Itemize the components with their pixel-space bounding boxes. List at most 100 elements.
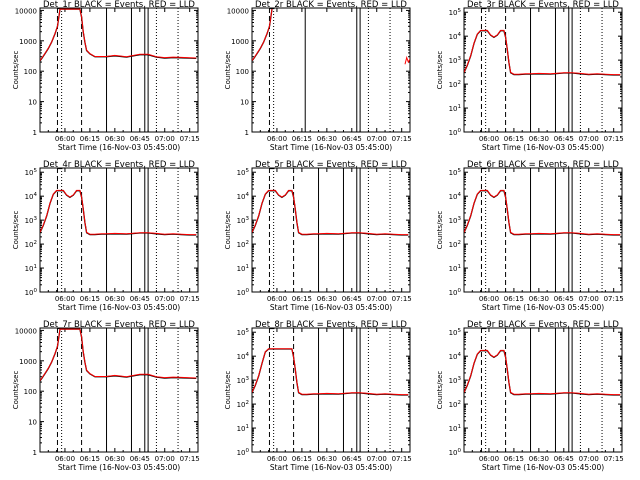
events-series-line: [252, 348, 409, 396]
x-tick-label: 06:45: [130, 135, 150, 143]
y-tick-label: 10: [240, 99, 249, 107]
y-tick-label: 1000: [19, 358, 37, 366]
x-tick-label: 06:00: [479, 455, 499, 463]
y-tick-label: 104: [449, 352, 462, 361]
y-tick-label: 103: [237, 216, 250, 225]
x-tick-label: 07:00: [155, 135, 175, 143]
y-tick-label: 102: [449, 80, 461, 89]
y-axis-label: Counts/sec: [12, 51, 20, 90]
chart-panel-5: Det_5r BLACK = Events, RED = LLD 100 101 10…: [224, 160, 412, 312]
y-axis-label: Counts/sec: [12, 371, 20, 410]
y-tick-label: 1: [33, 449, 37, 457]
x-tick-label: 07:00: [579, 455, 599, 463]
plot-frame: [251, 327, 411, 453]
y-tick-label: 105: [449, 328, 462, 337]
x-tick-label: 06:00: [267, 295, 287, 303]
x-tick-label: 06:15: [504, 135, 524, 143]
lld-series-line: [464, 29, 621, 76]
x-tick-label: 07:15: [180, 135, 200, 143]
x-tick-label: 06:45: [554, 455, 574, 463]
x-tick-label: 06:45: [342, 455, 362, 463]
y-tick-label: 100: [237, 288, 250, 297]
x-tick-label: 07:15: [392, 295, 412, 303]
x-tick-label: 06:15: [292, 455, 312, 463]
chart-title: Det_6r BLACK = Events, RED = LLD: [467, 160, 619, 170]
lld-series-line: [40, 8, 197, 61]
x-tick-label: 07:15: [392, 455, 412, 463]
y-tick-label: 100: [25, 288, 38, 297]
x-tick-label: 06:00: [479, 135, 499, 143]
x-axis-label: Start Time (16-Nov-03 05:45:00): [58, 143, 180, 152]
x-tick-label: 06:30: [105, 455, 125, 463]
y-axis-label: Counts/sec: [436, 371, 444, 410]
events-series-line: [40, 190, 197, 236]
y-tick-label: 10000: [227, 7, 249, 15]
chart-panel-3: Det_3r BLACK = Events, RED = LLD 100 101 10…: [436, 0, 624, 152]
chart-title: Det_5r BLACK = Events, RED = LLD: [255, 160, 407, 170]
events-series-line: [464, 30, 621, 76]
x-tick-label: 06:45: [342, 135, 362, 143]
x-tick-label: 06:30: [529, 295, 549, 303]
chart-title: Det_4r BLACK = Events, RED = LLD: [43, 160, 195, 170]
x-tick-label: 07:15: [604, 295, 624, 303]
y-tick-label: 103: [449, 56, 462, 65]
x-tick-label: 06:00: [55, 455, 75, 463]
x-axis-label: Start Time (16-Nov-03 05:45:00): [482, 143, 604, 152]
x-tick-label: 07:00: [155, 455, 175, 463]
plot-frame: [39, 7, 199, 133]
chart-panel-2: Det_2r BLACK = Events, RED = LLD 1 10 100 10…: [224, 0, 412, 152]
chart-panel-1: Det_1r BLACK = Events, RED = LLD 1 10 100 10…: [12, 0, 200, 152]
x-tick-label: 06:45: [554, 135, 574, 143]
y-tick-label: 104: [237, 352, 250, 361]
plot-frame: [463, 167, 623, 293]
x-tick-label: 06:15: [80, 455, 100, 463]
events-series-line: [40, 8, 197, 62]
y-tick-label: 1: [33, 129, 37, 137]
lld-series-segment: [404, 55, 410, 65]
y-tick-label: 103: [449, 216, 462, 225]
y-tick-label: 101: [449, 104, 461, 113]
plot-frame: [251, 167, 411, 293]
x-tick-label: 06:30: [529, 455, 549, 463]
x-tick-label: 06:15: [80, 135, 100, 143]
lld-series-line: [252, 189, 409, 236]
y-tick-label: 105: [237, 328, 250, 337]
x-tick-label: 06:00: [55, 295, 75, 303]
y-tick-label: 104: [25, 192, 38, 201]
x-tick-label: 06:00: [267, 455, 287, 463]
y-tick-label: 105: [449, 168, 462, 177]
y-axis-label: Counts/sec: [436, 211, 444, 250]
y-tick-label: 100: [449, 288, 462, 297]
y-tick-label: 102: [449, 240, 461, 249]
y-tick-label: 10: [28, 419, 37, 427]
y-tick-label: 1000: [231, 38, 249, 46]
y-tick-label: 101: [237, 264, 249, 273]
events-series-line: [464, 350, 621, 396]
y-tick-label: 103: [449, 376, 462, 385]
y-tick-label: 100: [24, 68, 37, 76]
x-tick-label: 07:15: [392, 135, 412, 143]
x-tick-label: 06:30: [529, 135, 549, 143]
events-series-line: [252, 190, 409, 236]
lld-series-line: [464, 349, 621, 396]
y-tick-label: 1: [245, 129, 249, 137]
x-tick-label: 07:15: [180, 455, 200, 463]
x-tick-label: 06:30: [317, 455, 337, 463]
x-tick-label: 06:00: [267, 135, 287, 143]
x-tick-label: 06:30: [105, 135, 125, 143]
y-tick-label: 100: [24, 388, 37, 396]
x-axis-label: Start Time (16-Nov-03 05:45:00): [270, 463, 392, 472]
plot-frame: [463, 327, 623, 453]
y-tick-label: 102: [237, 400, 249, 409]
events-series-line: [464, 190, 621, 236]
chart-panel-6: Det_6r BLACK = Events, RED = LLD 100 101 10…: [436, 160, 624, 312]
x-tick-label: 07:00: [367, 135, 387, 143]
y-tick-label: 101: [449, 424, 461, 433]
y-tick-label: 10: [28, 99, 37, 107]
x-tick-label: 06:15: [80, 295, 100, 303]
y-tick-label: 105: [449, 8, 462, 17]
y-tick-label: 100: [449, 128, 462, 137]
y-tick-label: 100: [449, 448, 462, 457]
y-tick-label: 104: [237, 192, 250, 201]
